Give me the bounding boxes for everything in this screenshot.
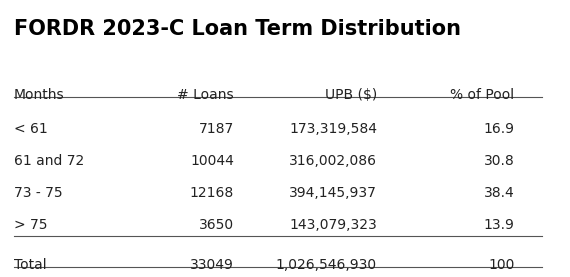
Text: 30.8: 30.8 xyxy=(484,154,515,168)
Text: 38.4: 38.4 xyxy=(484,186,515,200)
Text: 10044: 10044 xyxy=(190,154,234,168)
Text: 1,026,546,930: 1,026,546,930 xyxy=(276,258,377,272)
Text: 143,079,323: 143,079,323 xyxy=(289,218,377,232)
Text: 12168: 12168 xyxy=(190,186,234,200)
Text: > 75: > 75 xyxy=(14,218,47,232)
Text: 394,145,937: 394,145,937 xyxy=(289,186,377,200)
Text: # Loans: # Loans xyxy=(177,88,234,102)
Text: 33049: 33049 xyxy=(190,258,234,272)
Text: FORDR 2023-C Loan Term Distribution: FORDR 2023-C Loan Term Distribution xyxy=(14,19,461,39)
Text: 316,002,086: 316,002,086 xyxy=(289,154,377,168)
Text: 100: 100 xyxy=(488,258,515,272)
Text: 73 - 75: 73 - 75 xyxy=(14,186,62,200)
Text: 173,319,584: 173,319,584 xyxy=(289,122,377,137)
Text: Months: Months xyxy=(14,88,64,102)
Text: 3650: 3650 xyxy=(199,218,234,232)
Text: 16.9: 16.9 xyxy=(483,122,515,137)
Text: UPB ($): UPB ($) xyxy=(325,88,377,102)
Text: 13.9: 13.9 xyxy=(484,218,515,232)
Text: Total: Total xyxy=(14,258,46,272)
Text: 61 and 72: 61 and 72 xyxy=(14,154,84,168)
Text: 7187: 7187 xyxy=(199,122,234,137)
Text: < 61: < 61 xyxy=(14,122,47,137)
Text: % of Pool: % of Pool xyxy=(450,88,515,102)
